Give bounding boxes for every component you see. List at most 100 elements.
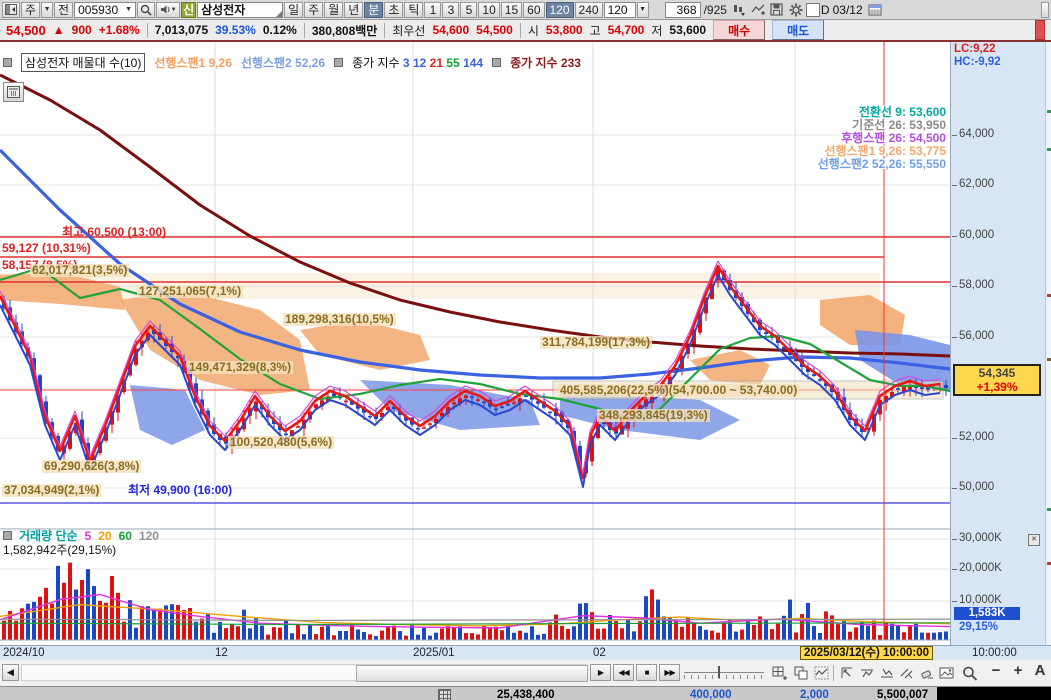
search-icon[interactable] [137, 1, 156, 18]
date-label: 03/12 [832, 2, 863, 17]
bar-shift-left-icon[interactable] [730, 2, 748, 18]
chart-annotation: 189,298,316(10,5%) [283, 312, 396, 326]
volume-ma-period: 20 [98, 528, 112, 543]
chart-legend: 삼성전자 매물대 수(10) 선행스팬1 9,26 선행스팬2 52,26 종가 지수… [3, 53, 581, 72]
bar-total-label: /925 [703, 2, 727, 17]
time-axis-label: 12 [215, 647, 228, 659]
compare-chart-icon[interactable] [749, 2, 767, 18]
status-grid-icon[interactable] [438, 689, 451, 700]
eraser-tool-icon[interactable] [917, 664, 936, 682]
time-axis-label: 02 [593, 647, 606, 659]
volume-ma-period: 60 [118, 528, 132, 543]
interval-input[interactable]: 120 [603, 1, 636, 18]
speaker-icon[interactable]: ▼ [156, 1, 181, 18]
toolbar-button-월[interactable]: 월 [324, 1, 344, 18]
divider [833, 665, 834, 681]
best-bid: 54,500 [476, 23, 513, 37]
minimap-strip[interactable] [1045, 42, 1051, 645]
volume-legend-name: 거래량 단순 [19, 529, 78, 543]
toolbar-button-틱[interactable]: 틱 [404, 1, 424, 18]
prev-stock-button[interactable]: 전 [54, 1, 74, 18]
volume-value: 7,013,075 [154, 23, 209, 37]
buy-button[interactable]: 매수 [713, 20, 766, 40]
stop-button[interactable]: ■ [636, 664, 657, 681]
speed-slider[interactable] [684, 666, 764, 680]
auto-scale-button[interactable]: A [1034, 662, 1046, 679]
toolbar-button-주[interactable]: 주 [304, 1, 324, 18]
axis-time-label: 10:00:00 [972, 647, 1017, 659]
magnifier-icon[interactable] [960, 664, 979, 682]
quote-bar: 54,500 ▲ 900 +1.68% 7,013,075 39.53% 0.1… [0, 20, 1051, 42]
turnover-pct: 0.12% [262, 23, 297, 37]
support-line-icon[interactable] [877, 664, 896, 682]
chart-annotation: 최저 49,900 (16:00) [128, 483, 233, 497]
toolbar-button-240[interactable]: 240 [574, 1, 603, 18]
calendar-icon[interactable] [866, 2, 884, 18]
lc-value: LC:9,22 [954, 43, 996, 55]
current-price-pct: +1,39% [976, 380, 1018, 394]
stock-code-input[interactable]: 005930 ▼ [74, 1, 137, 18]
sell-button[interactable]: 매도 [772, 20, 825, 40]
clipped-button[interactable] [1035, 20, 1045, 40]
chart-scrollbar[interactable] [21, 664, 588, 682]
cascade-windows-icon[interactable] [791, 664, 810, 682]
week-mode-dropdown[interactable]: ▼ [41, 1, 54, 18]
price-axis[interactable]: LC:9,22 HC:-9,92 54,345 +1,39% ✕ 1,583K … [950, 42, 1045, 645]
chart-annotation: 149,471,329(8,3%) [187, 360, 294, 374]
price-tick-label: 60,000 [951, 229, 995, 241]
legend-close-index: 종가 지수 3 12 21 55 144 [352, 56, 484, 70]
toolbar-button-년[interactable]: 년 [344, 1, 364, 18]
crosshair-date-box: 2025/03/12(수) 10:00:00 [800, 646, 934, 660]
bar-count-value: 368 [676, 2, 697, 17]
interval-dropdown[interactable]: ▼ [636, 1, 649, 18]
trendline-tool-icon[interactable] [837, 664, 856, 682]
channel-tool-icon[interactable] [897, 664, 916, 682]
zoom-in-button[interactable]: + [1013, 662, 1023, 679]
play-button[interactable]: ▶ [590, 664, 611, 681]
stock-name-field[interactable]: 삼성전자 [197, 1, 284, 18]
status-value: 25,438,400 [497, 689, 555, 700]
chart-area[interactable]: 삼성전자 매물대 수(10) 선행스팬1 9,26 선행스팬2 52,26 종가 지수… [0, 42, 1051, 660]
toolbar-button-분[interactable]: 분 [364, 1, 384, 18]
panel-toggle-icon[interactable] [2, 1, 20, 18]
toolbar-button-15[interactable]: 15 [500, 1, 523, 18]
price-change: 900 [71, 23, 92, 37]
rewind-button[interactable]: ◀◀ [613, 664, 634, 681]
week-mode-button[interactable]: 주 [21, 1, 41, 18]
bottom-toolbar: ◀ ▶ ◀◀ ■ ▶▶ − + A [0, 660, 1051, 686]
toolbar-button-10[interactable]: 10 [478, 1, 500, 18]
scrollbar-thumb[interactable] [356, 665, 588, 682]
time-axis[interactable]: 2025/03/12(수) 10:00:00 10:00:00 2024/10 1… [0, 645, 1051, 660]
clipped-toolbar-icon[interactable] [1041, 1, 1049, 18]
gear-icon[interactable] [787, 2, 805, 18]
ichimoku-line-value: 후행스팬 26: 54,500 [841, 131, 946, 145]
save-icon[interactable] [768, 2, 786, 18]
toolbar-button-120[interactable]: 120 [545, 1, 574, 18]
toolbar-button-3[interactable]: 3 [442, 1, 460, 18]
grid-layout-icon[interactable] [770, 664, 789, 682]
toolbar-button-일[interactable]: 일 [284, 1, 304, 18]
zoom-out-button[interactable]: − [991, 662, 1001, 679]
price-volume-chart[interactable] [0, 42, 950, 645]
chart-annotation: 127,251,065(7,1%) [137, 284, 244, 298]
toolbar-button-5[interactable]: 5 [460, 1, 478, 18]
scroll-left-button[interactable]: ◀ [2, 664, 19, 681]
slider-handle[interactable] [718, 666, 720, 678]
resistance-line-icon[interactable] [857, 664, 876, 682]
indicator-overlay-icon[interactable] [812, 664, 831, 682]
toolbar-button-초[interactable]: 초 [384, 1, 404, 18]
volume-tick-label: 30,000K [952, 532, 1002, 544]
volume-panel-collapse-icon[interactable]: ✕ [1028, 534, 1040, 546]
mini-window-icon[interactable] [3, 82, 24, 102]
snapshot-icon[interactable] [937, 664, 956, 682]
stock-code-dropdown-icon[interactable]: ▼ [125, 6, 133, 13]
d-checkbox[interactable] [805, 2, 820, 17]
bar-count-input[interactable]: 368 [664, 1, 701, 18]
toolbar-button-1[interactable]: 1 [424, 1, 442, 18]
fast-forward-button[interactable]: ▶▶ [659, 664, 680, 681]
speaker-dropdown-icon[interactable]: ▼ [170, 6, 177, 13]
price-tick-label: 50,000 [951, 481, 995, 493]
toolbar-button-60[interactable]: 60 [523, 1, 545, 18]
chart-annotation: 405,585,206(22,5%)(54,700.00 ~ 53,740.00… [558, 383, 800, 397]
minute-button-group: 1 3 5 10 15 60 120 240 [424, 1, 603, 18]
